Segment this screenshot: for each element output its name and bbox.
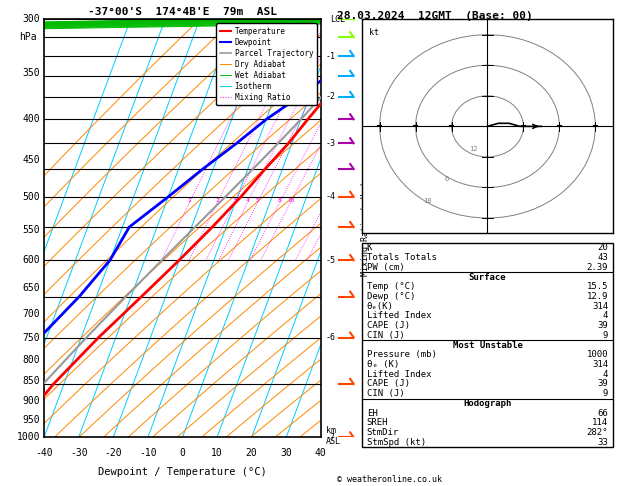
Text: kt: kt: [369, 28, 379, 37]
Text: 314: 314: [592, 302, 608, 311]
Text: 282°: 282°: [587, 428, 608, 437]
Text: 300: 300: [22, 15, 40, 24]
Text: LCL: LCL: [331, 15, 345, 24]
Text: -7: -7: [326, 433, 336, 442]
Text: Hodograph: Hodograph: [464, 399, 511, 408]
Text: 900: 900: [22, 396, 40, 406]
Text: -4: -4: [326, 192, 336, 201]
Text: 1: 1: [187, 198, 191, 203]
Text: 66: 66: [598, 409, 608, 417]
Text: -20: -20: [104, 448, 122, 458]
Text: PW (cm): PW (cm): [367, 263, 404, 272]
Text: θₑ (K): θₑ (K): [367, 360, 399, 369]
Text: 750: 750: [22, 332, 40, 343]
Title: -37°00'S  174°4B'E  79m  ASL: -37°00'S 174°4B'E 79m ASL: [88, 7, 277, 17]
Text: 9: 9: [603, 389, 608, 398]
Text: 4: 4: [603, 312, 608, 320]
Text: 39: 39: [598, 380, 608, 388]
Text: Mixing Ratio (g/kg): Mixing Ratio (g/kg): [361, 181, 370, 276]
Text: 700: 700: [22, 309, 40, 319]
Text: Lifted Index: Lifted Index: [367, 312, 431, 320]
Legend: Temperature, Dewpoint, Parcel Trajectory, Dry Adiabat, Wet Adiabat, Isotherm, Mi: Temperature, Dewpoint, Parcel Trajectory…: [216, 23, 317, 105]
Text: 33: 33: [598, 438, 608, 447]
Text: 400: 400: [22, 114, 40, 124]
Text: 800: 800: [22, 355, 40, 365]
Text: 450: 450: [22, 155, 40, 165]
Text: Surface: Surface: [469, 273, 506, 281]
Text: 850: 850: [22, 376, 40, 386]
Text: 12.9: 12.9: [587, 292, 608, 301]
Text: Most Unstable: Most Unstable: [452, 341, 523, 349]
Text: StmDir: StmDir: [367, 428, 399, 437]
Text: -6: -6: [326, 333, 336, 342]
Text: CAPE (J): CAPE (J): [367, 380, 409, 388]
Text: Totals Totals: Totals Totals: [367, 253, 437, 262]
Text: km
ASL: km ASL: [326, 426, 341, 446]
Text: 4: 4: [245, 198, 249, 203]
Text: SREH: SREH: [367, 418, 388, 427]
Text: 10: 10: [423, 198, 431, 204]
Text: 1000: 1000: [587, 350, 608, 359]
Text: 3: 3: [233, 198, 237, 203]
Text: hPa: hPa: [19, 32, 36, 42]
Text: 314: 314: [592, 360, 608, 369]
Text: 2.39: 2.39: [587, 263, 608, 272]
Text: 9: 9: [603, 331, 608, 340]
Text: -3: -3: [326, 139, 336, 148]
Text: CAPE (J): CAPE (J): [367, 321, 409, 330]
Text: 40: 40: [315, 448, 326, 458]
Text: 28.03.2024  12GMT  (Base: 00): 28.03.2024 12GMT (Base: 00): [337, 11, 532, 21]
Text: 39: 39: [598, 321, 608, 330]
Text: 500: 500: [22, 192, 40, 202]
Text: 950: 950: [22, 415, 40, 425]
Text: 30: 30: [281, 448, 292, 458]
Text: -5: -5: [326, 256, 336, 264]
Text: 600: 600: [22, 255, 40, 265]
Text: 550: 550: [22, 225, 40, 235]
Text: Dewpoint / Temperature (°C): Dewpoint / Temperature (°C): [98, 467, 267, 477]
Text: 20: 20: [598, 243, 608, 252]
Text: -40: -40: [35, 448, 53, 458]
Text: 4: 4: [603, 370, 608, 379]
Text: CIN (J): CIN (J): [367, 389, 404, 398]
Text: 15.5: 15.5: [587, 282, 608, 291]
Text: 350: 350: [22, 68, 40, 78]
Text: 6: 6: [444, 176, 448, 182]
Text: 10: 10: [211, 448, 223, 458]
Text: -2: -2: [326, 92, 336, 102]
Text: -1: -1: [326, 52, 336, 61]
Text: 20: 20: [246, 448, 257, 458]
Text: CIN (J): CIN (J): [367, 331, 404, 340]
Text: -30: -30: [70, 448, 87, 458]
Text: 8: 8: [278, 198, 282, 203]
Text: Pressure (mb): Pressure (mb): [367, 350, 437, 359]
Text: EH: EH: [367, 409, 377, 417]
Text: 10: 10: [287, 198, 294, 203]
Text: 114: 114: [592, 418, 608, 427]
Text: K: K: [367, 243, 372, 252]
Text: Temp (°C): Temp (°C): [367, 282, 415, 291]
Text: θₑ(K): θₑ(K): [367, 302, 394, 311]
Text: 650: 650: [22, 283, 40, 293]
Text: 20: 20: [322, 198, 330, 203]
Text: -10: -10: [139, 448, 157, 458]
Text: StmSpd (kt): StmSpd (kt): [367, 438, 426, 447]
Text: 2: 2: [216, 198, 220, 203]
Text: 12: 12: [469, 146, 478, 152]
Text: © weatheronline.co.uk: © weatheronline.co.uk: [337, 474, 442, 484]
Text: Dewp (°C): Dewp (°C): [367, 292, 415, 301]
Text: Lifted Index: Lifted Index: [367, 370, 431, 379]
Text: 0: 0: [179, 448, 186, 458]
Text: 1000: 1000: [16, 433, 40, 442]
Text: 43: 43: [598, 253, 608, 262]
Text: 5: 5: [256, 198, 259, 203]
